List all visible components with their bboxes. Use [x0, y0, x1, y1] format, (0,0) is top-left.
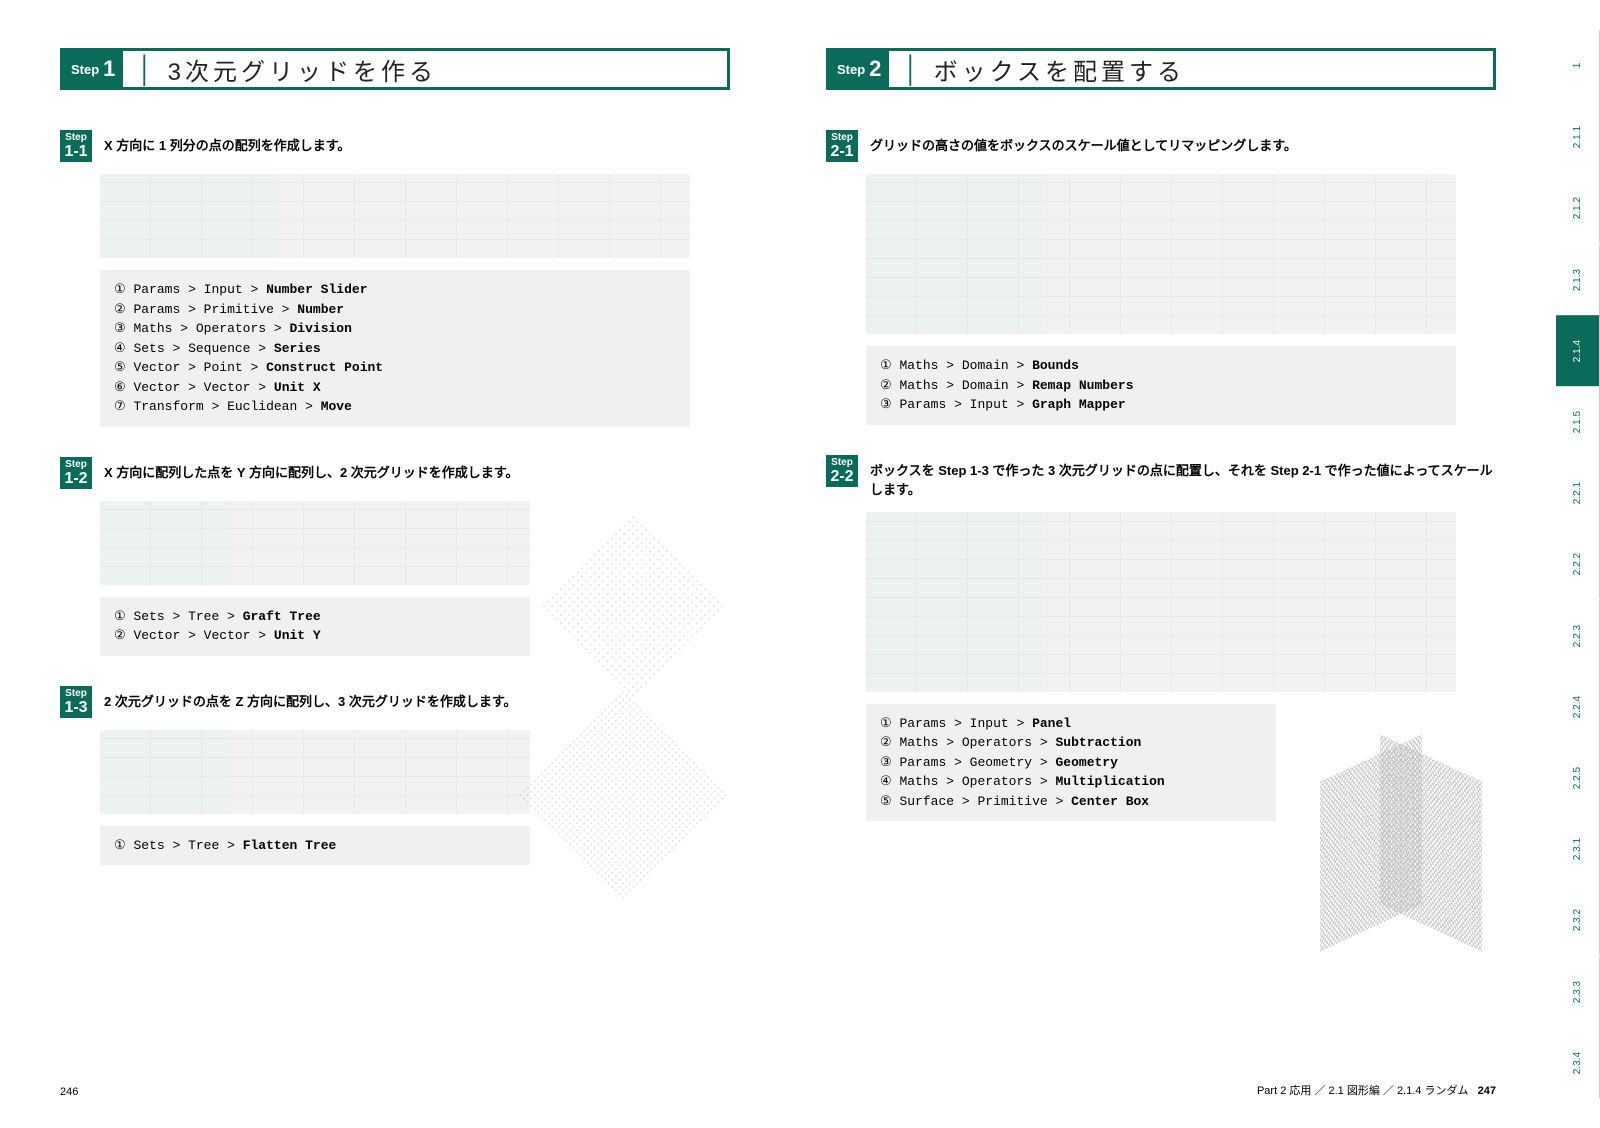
tab-2.3.1[interactable]: 2.3.1 — [1556, 813, 1600, 884]
code-2-1: ① Maths > Domain > Bounds② Maths > Domai… — [866, 346, 1456, 425]
grid-2d-viz — [541, 513, 725, 697]
step1-header: Step 1 │ 3次元グリッドを作る — [60, 48, 730, 90]
tab-2.2.3[interactable]: 2.2.3 — [1556, 600, 1600, 671]
page-number-right: 247 — [1478, 1085, 1496, 1097]
separator: │ — [137, 54, 153, 85]
right-page: Step 2 │ ボックスを配置する Step2-1 グリッドの高さの値をボック… — [778, 0, 1556, 1128]
tab-1[interactable]: 1 — [1556, 30, 1600, 101]
diagram-2-1 — [866, 174, 1456, 334]
substep-1-2: Step1-2 X 方向に配列した点を Y 方向に配列し、2 次元グリッドを作成… — [60, 457, 730, 489]
step2-tag: Step 2 — [829, 51, 889, 87]
step1-tag: Step 1 — [63, 51, 123, 87]
tab-2.1.2[interactable]: 2.1.2 — [1556, 172, 1600, 243]
left-page: Step 1 │ 3次元グリッドを作る Step1-1 X 方向に 1 列分の点… — [0, 0, 778, 1128]
step-number: 2 — [869, 56, 881, 82]
tab-2.2.1[interactable]: 2.2.1 — [1556, 457, 1600, 528]
cube-viz — [1316, 758, 1486, 928]
code-1-1: ① Params > Input > Number Slider② Params… — [100, 270, 690, 427]
badge-1-3: Step1-3 — [60, 686, 92, 718]
diagram-1-1 — [100, 174, 690, 258]
tab-2.2.2[interactable]: 2.2.2 — [1556, 528, 1600, 599]
badge-2-2: Step2-2 — [826, 455, 858, 487]
diagram-1-2 — [100, 501, 530, 585]
diagram-1-3 — [100, 730, 530, 814]
tab-2.1.3[interactable]: 2.1.3 — [1556, 244, 1600, 315]
substep-1-3-text: 2 次元グリッドの点を Z 方向に配列し、3 次元グリッドを作成します。 — [104, 686, 517, 718]
step-label: Step — [71, 62, 99, 77]
substep-1-2-text: X 方向に配列した点を Y 方向に配列し、2 次元グリッドを作成します。 — [104, 457, 519, 489]
page-number-left: 246 — [60, 1086, 78, 1098]
separator: │ — [903, 54, 919, 85]
tab-2.2.4[interactable]: 2.2.4 — [1556, 671, 1600, 742]
badge-2-1: Step2-1 — [826, 130, 858, 162]
substep-2-1-text: グリッドの高さの値をボックスのスケール値としてリマッピングします。 — [870, 130, 1297, 162]
badge-1-1: Step1-1 — [60, 130, 92, 162]
tab-2.1.4[interactable]: 2.1.4 — [1556, 315, 1600, 386]
breadcrumb: Part 2 応用 ／ 2.1 図形編 ／ 2.1.4 ランダム — [1257, 1085, 1469, 1097]
tab-2.3.2[interactable]: 2.3.2 — [1556, 884, 1600, 955]
step1-title: 3次元グリッドを作る — [168, 52, 437, 87]
tab-2.1.1[interactable]: 2.1.1 — [1556, 101, 1600, 172]
code-2-2: ① Params > Input > Panel② Maths > Operat… — [866, 704, 1276, 822]
badge-1-2: Step1-2 — [60, 457, 92, 489]
diagram-2-2 — [866, 512, 1456, 692]
code-1-3: ① Sets > Tree > Flatten Tree — [100, 826, 530, 866]
grid-3d-viz — [517, 689, 729, 901]
footer-right: Part 2 応用 ／ 2.1 図形編 ／ 2.1.4 ランダム 247 — [1257, 1082, 1496, 1098]
substep-1-1: Step1-1 X 方向に 1 列分の点の配列を作成します。 — [60, 130, 730, 162]
substep-2-2-text: ボックスを Step 1-3 で作った 3 次元グリッドの点に配置し、それを S… — [870, 455, 1496, 500]
tab-2.1.5[interactable]: 2.1.5 — [1556, 386, 1600, 457]
substep-2-1: Step2-1 グリッドの高さの値をボックスのスケール値としてリマッピングします… — [826, 130, 1496, 162]
substep-1-1-text: X 方向に 1 列分の点の配列を作成します。 — [104, 130, 350, 162]
substep-2-2: Step2-2 ボックスを Step 1-3 で作った 3 次元グリッドの点に配… — [826, 455, 1496, 500]
step-number: 1 — [103, 56, 115, 82]
tab-2.2.5[interactable]: 2.2.5 — [1556, 742, 1600, 813]
step2-title: ボックスを配置する — [934, 52, 1185, 87]
code-1-2: ① Sets > Tree > Graft Tree② Vector > Vec… — [100, 597, 530, 656]
step2-header: Step 2 │ ボックスを配置する — [826, 48, 1496, 90]
tab-2.3.4[interactable]: 2.3.4 — [1556, 1027, 1600, 1098]
step-label: Step — [837, 62, 865, 77]
side-tabs: 12.1.12.1.22.1.32.1.42.1.52.2.12.2.22.2.… — [1556, 30, 1600, 1098]
tab-2.3.3[interactable]: 2.3.3 — [1556, 956, 1600, 1027]
